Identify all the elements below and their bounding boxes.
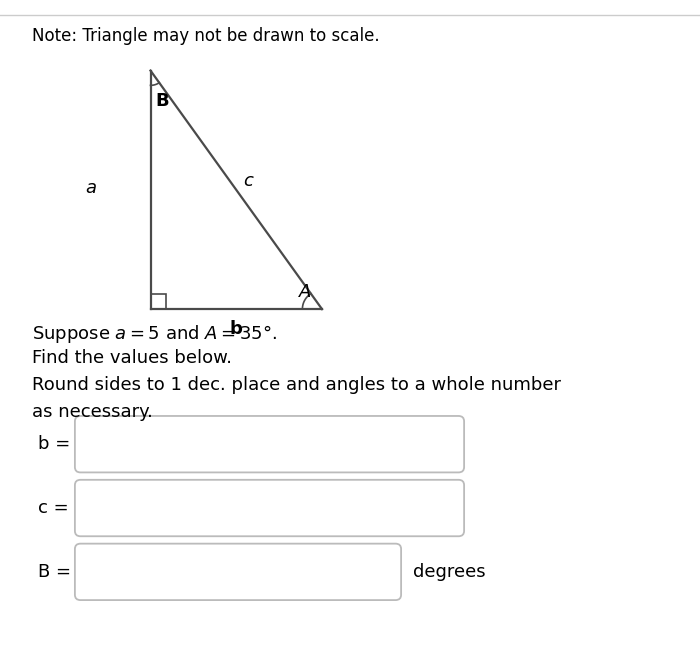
Text: Suppose $a = 5$ and $A = 35°$.: Suppose $a = 5$ and $A = 35°$. <box>32 323 276 345</box>
Text: b: b <box>230 321 242 338</box>
Text: B =: B = <box>38 563 71 581</box>
Text: A: A <box>299 283 312 300</box>
FancyBboxPatch shape <box>75 416 464 472</box>
Text: as necessary.: as necessary. <box>32 403 153 421</box>
Text: b =: b = <box>38 435 71 453</box>
Text: Find the values below.: Find the values below. <box>32 349 232 368</box>
FancyBboxPatch shape <box>75 480 464 536</box>
Text: Note: Triangle may not be drawn to scale.: Note: Triangle may not be drawn to scale… <box>32 27 379 45</box>
FancyBboxPatch shape <box>75 544 401 600</box>
Text: c =: c = <box>38 499 69 517</box>
Text: Round sides to 1 dec. place and angles to a whole number: Round sides to 1 dec. place and angles t… <box>32 376 561 394</box>
Text: degrees: degrees <box>413 563 486 581</box>
Text: c: c <box>244 173 253 190</box>
Text: a: a <box>85 179 97 197</box>
Text: B: B <box>155 92 169 110</box>
